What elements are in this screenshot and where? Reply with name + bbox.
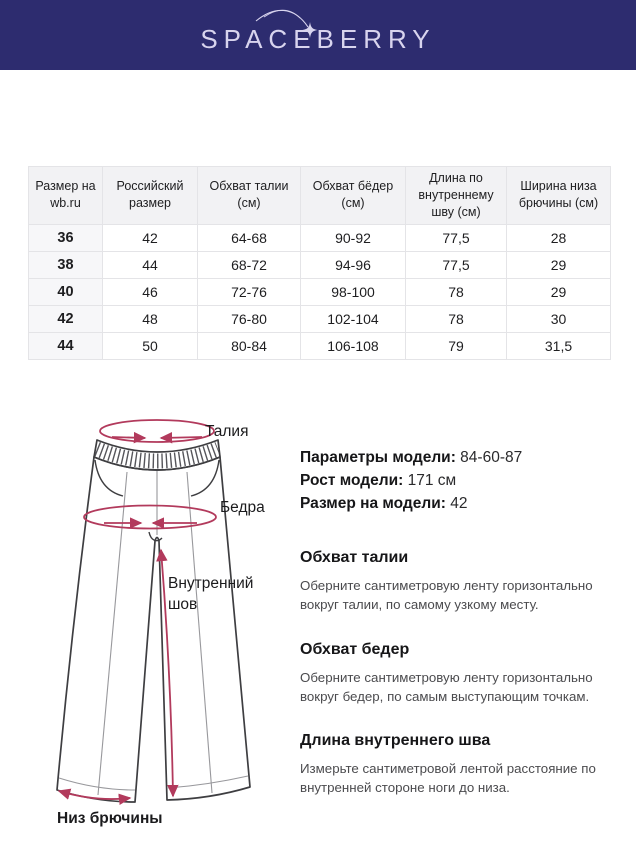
model-parameters-value: 84-60-87 <box>460 449 523 466</box>
hips-section-title: Обхват бедер <box>300 640 410 658</box>
model-parameters-line: Параметры модели: 84-60-87 <box>300 446 618 469</box>
table-cell-size: 44 <box>28 331 103 360</box>
table-cell: 68-72 <box>197 250 301 279</box>
model-height-line: Рост модели: 171 см <box>300 469 618 492</box>
waist-arrow-right <box>159 431 203 444</box>
table-cell: 72-76 <box>197 277 301 306</box>
shooting-star-icon <box>255 9 318 38</box>
hem-arrow <box>57 788 132 806</box>
brand-logo: SPACEBERRY <box>0 0 636 70</box>
pants-drawing <box>56 419 251 806</box>
inseam-label: Внутренний шов <box>168 575 254 613</box>
col-header-hips: Обхват бёдер (см) <box>300 166 406 225</box>
table-cell: 31,5 <box>506 331 611 360</box>
table-cell: 28 <box>506 223 611 252</box>
table-cell-size: 40 <box>28 277 103 306</box>
table-cell-size: 38 <box>28 250 103 279</box>
waist-section-title: Обхват талии <box>300 549 409 566</box>
col-header-inseam: Длина по внутреннему шву (см) <box>405 166 507 225</box>
table-cell: 29 <box>506 250 611 279</box>
measuring-info-column: Параметры модели: 84-60-87 Рост модели: … <box>300 446 618 824</box>
hips-measure-ellipse <box>83 504 217 530</box>
model-height-label: Рост модели: <box>300 472 404 489</box>
waistband-ribs <box>94 441 221 469</box>
inseam-section-text: Измерьте сантиметровой лентой расстояние… <box>300 761 596 796</box>
waistband-outline <box>93 439 221 471</box>
model-info-block: Параметры модели: 84-60-87 Рост модели: … <box>300 446 618 515</box>
table-cell: 42 <box>102 223 198 252</box>
table-cell: 98-100 <box>300 277 406 306</box>
measuring-guide: Обхват талии Оберните сантиметровую лент… <box>300 549 618 798</box>
waist-measure-ellipse <box>99 419 215 443</box>
table-cell: 106-108 <box>300 331 406 360</box>
waist-label: Талия <box>205 423 249 440</box>
hips-section-text: Оберните сантиметровую ленту горизонталь… <box>300 669 593 704</box>
table-cell: 77,5 <box>405 223 507 252</box>
model-size-value: 42 <box>450 495 468 512</box>
table-row: 44 50 80-84 106-108 79 31,5 <box>28 331 611 360</box>
table-row: 40 46 72-76 98-100 78 29 <box>28 277 611 306</box>
table-row: 36 42 64-68 90-92 77,5 28 <box>28 223 611 252</box>
table-cell-size: 42 <box>28 304 103 333</box>
model-size-label: Размер на модели: <box>300 495 446 512</box>
table-cell: 78 <box>405 304 507 333</box>
table-cell: 48 <box>102 304 198 333</box>
col-header-wb-size: Размер на wb.ru <box>28 166 103 225</box>
table-cell: 90-92 <box>300 223 406 252</box>
table-cell: 102-104 <box>300 304 406 333</box>
model-size-line: Размер на модели: 42 <box>300 492 618 515</box>
table-cell: 80-84 <box>197 331 301 360</box>
table-header-row: Размер на wb.ru Российский размер Обхват… <box>28 166 611 225</box>
waist-arrow-left <box>111 431 147 444</box>
table-cell: 44 <box>102 250 198 279</box>
hips-label: Бедра <box>220 499 265 516</box>
inseam-section-title: Длина внутреннего шва <box>300 732 491 750</box>
inseam-arrow <box>156 548 179 798</box>
table-cell: 64-68 <box>197 223 301 252</box>
model-parameters-label: Параметры модели: <box>300 449 456 466</box>
table-cell: 78 <box>405 277 507 306</box>
size-table: Размер на wb.ru Российский размер Обхват… <box>28 166 611 360</box>
col-header-waist: Обхват талии (см) <box>197 166 301 225</box>
col-header-leg-width: Ширина низа брючины (см) <box>506 166 611 225</box>
leg-bottom-label: Низ брючины <box>57 810 163 827</box>
brand-logo-text: SPACEBERRY <box>200 23 436 54</box>
model-height-value: 171 см <box>407 472 457 489</box>
table-cell: 79 <box>405 331 507 360</box>
table-cell: 29 <box>506 277 611 306</box>
pants-diagram: Талия Бедра Внутренний шов Низ брючины <box>0 395 300 848</box>
table-cell: 77,5 <box>405 250 507 279</box>
table-cell: 94-96 <box>300 250 406 279</box>
brand-header: SPACEBERRY <box>0 0 636 70</box>
table-cell: 46 <box>102 277 198 306</box>
table-cell-size: 36 <box>28 223 103 252</box>
table-row: 38 44 68-72 94-96 77,5 29 <box>28 250 611 279</box>
table-row: 42 48 76-80 102-104 78 30 <box>28 304 611 333</box>
waist-section-text: Оберните сантиметровую ленту горизонталь… <box>300 578 593 613</box>
table-cell: 30 <box>506 304 611 333</box>
size-table-header: Размер на wb.ru Российский размер Обхват… <box>28 166 611 225</box>
col-header-ru-size: Российский размер <box>102 166 198 225</box>
table-cell: 76-80 <box>197 304 301 333</box>
pocket-lines <box>94 459 220 542</box>
table-cell: 50 <box>102 331 198 360</box>
